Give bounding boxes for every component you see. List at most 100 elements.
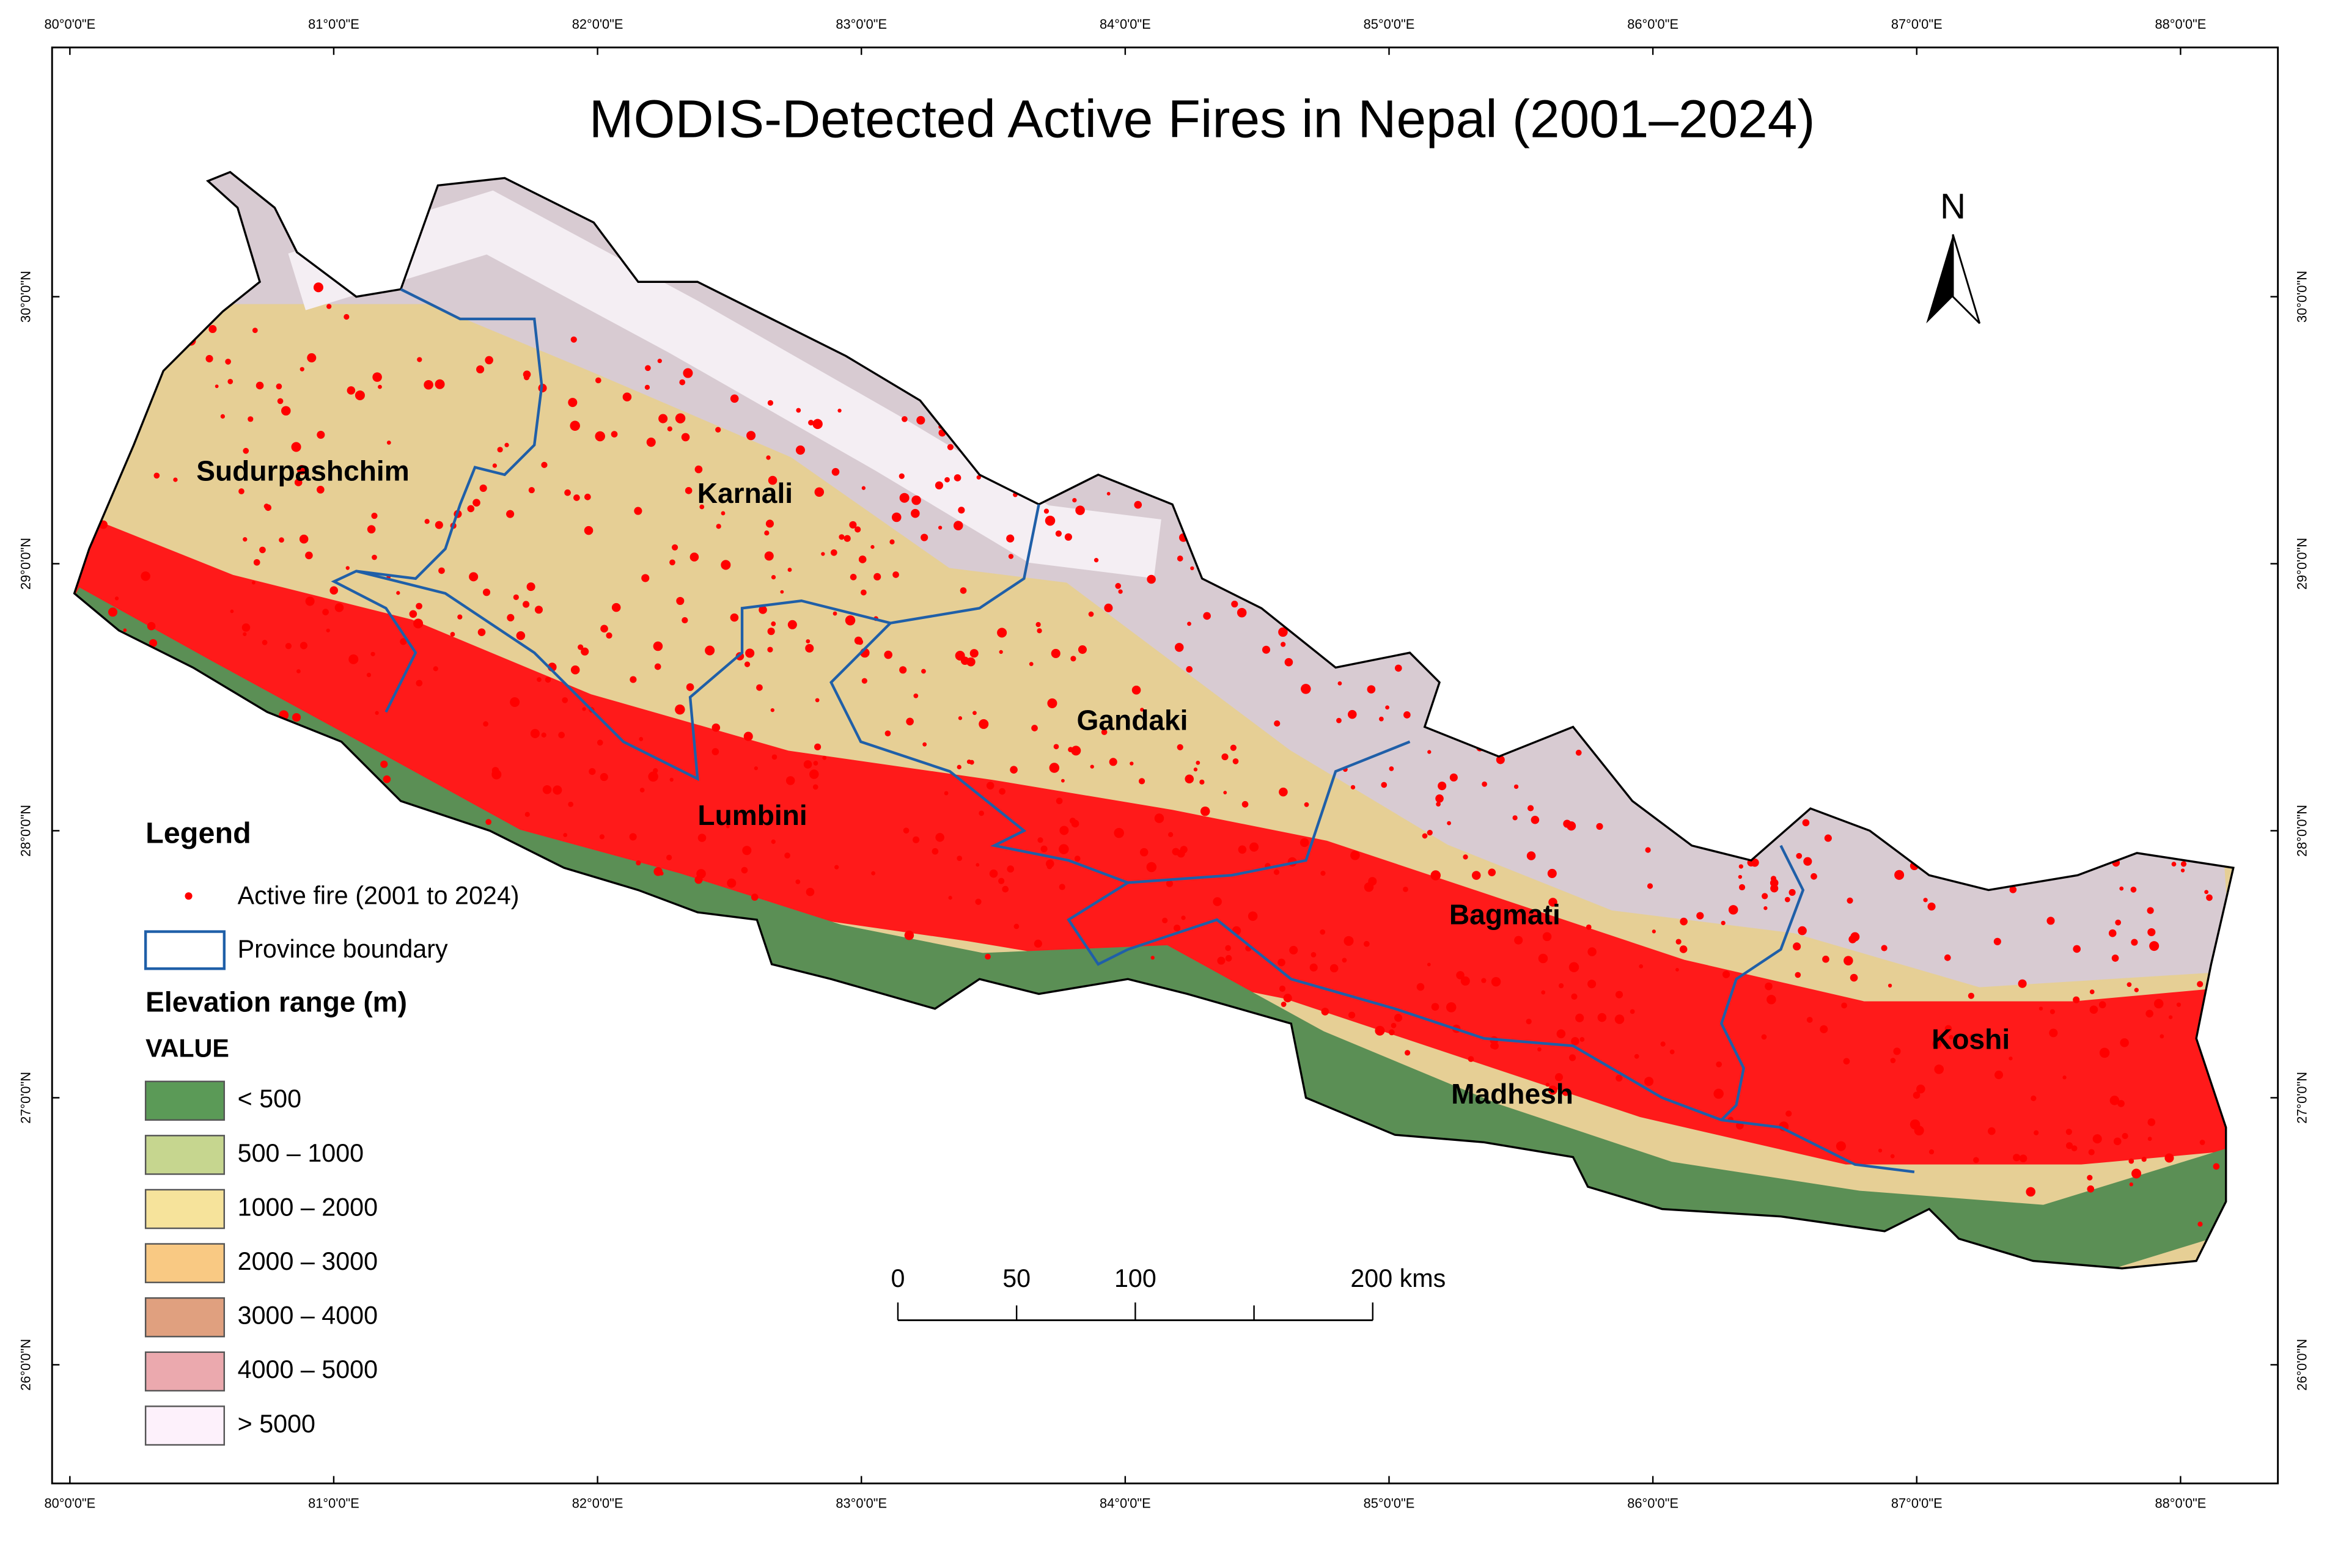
fire-dot <box>1301 684 1311 694</box>
legend-label: 500 – 1000 <box>238 1139 364 1167</box>
fire-dot <box>912 836 920 843</box>
fire-dot <box>2206 894 2213 901</box>
fire-dot <box>1281 642 1286 647</box>
fire-dot <box>292 713 301 722</box>
fire-dot <box>1802 819 1810 827</box>
fire-dot <box>516 631 526 640</box>
latitude-label: 27°0'0"N <box>2295 1072 2310 1124</box>
longitude-label: 82°0'0"E <box>572 1495 623 1511</box>
elevation-swatch <box>144 1135 226 1175</box>
fire-dot <box>2089 989 2095 994</box>
fire-dot <box>871 871 876 876</box>
fire-dot <box>1675 968 1679 972</box>
longitude-label: 84°0'0"E <box>1100 1495 1151 1511</box>
fire-dot <box>2180 861 2187 867</box>
fire-dot <box>378 384 382 389</box>
fire-dot <box>2009 886 2017 893</box>
fire-dot <box>953 521 963 530</box>
fire-dot <box>2031 1095 2037 1102</box>
fire-dot <box>675 704 685 715</box>
fire-dot <box>542 785 552 794</box>
fire-dot <box>1094 558 1099 563</box>
province-boundary <box>356 504 1040 782</box>
latitude-label: 26°0'0"N <box>18 1339 34 1391</box>
fire-dot <box>1639 964 1644 969</box>
fire-dot <box>1634 1053 1639 1059</box>
fire-dot <box>1364 882 1374 892</box>
fire-dot <box>1193 768 1198 772</box>
fire-symbol <box>185 892 193 900</box>
province-label: Sudurpashchim <box>196 455 409 487</box>
fire-dot <box>2147 907 2154 914</box>
fire-dot <box>1784 896 1790 903</box>
fire-dot <box>2164 1153 2174 1163</box>
fire-dot <box>2049 1009 2056 1014</box>
fire-dot <box>570 420 580 431</box>
fire-dot <box>1944 954 1951 961</box>
fire-dot <box>721 560 731 570</box>
fire-dot <box>523 601 530 608</box>
fire-dot <box>705 645 715 656</box>
fire-dot <box>472 499 480 507</box>
fire-dot <box>899 473 905 479</box>
fire-dot <box>1350 785 1356 789</box>
fire-dot <box>715 427 721 433</box>
fire-dot <box>1596 822 1603 830</box>
fire-dot <box>2019 1154 2027 1163</box>
province-boundary <box>1128 740 1411 884</box>
province-label: Madhesh <box>1451 1078 1573 1110</box>
fire-dot <box>375 711 379 715</box>
fire-dot <box>1770 884 1779 893</box>
fire-dot <box>1597 1013 1607 1022</box>
fire-dot <box>1262 645 1271 654</box>
fire-dot <box>297 465 307 475</box>
fire-dot <box>279 537 284 543</box>
scale-label: 50 <box>1002 1264 1031 1292</box>
fire-dot <box>845 615 856 626</box>
fire-dot <box>902 416 908 422</box>
longitude-label: 83°0'0"E <box>836 16 887 32</box>
fire-dot <box>742 846 752 855</box>
fire-dot <box>1309 963 1318 972</box>
fire-dot <box>979 719 989 729</box>
fire-dot <box>2213 1163 2220 1170</box>
fire-dot <box>1513 784 1519 789</box>
fire-dot <box>326 304 332 309</box>
fire-dot <box>251 581 255 585</box>
fire-dot <box>976 475 981 480</box>
fire-dot <box>1221 753 1229 761</box>
fire-dot <box>1788 888 1796 896</box>
fire-dot <box>534 606 543 614</box>
fire-dot <box>839 534 845 540</box>
fire-dot <box>1046 863 1053 870</box>
fire-dot <box>1114 827 1124 838</box>
fire-dot <box>2088 1149 2095 1156</box>
fire-dot <box>1994 1071 2004 1080</box>
fire-dot <box>348 654 359 664</box>
fire-dot <box>1002 885 1009 893</box>
fire-dot <box>1587 947 1597 956</box>
fire-dot <box>2131 939 2138 946</box>
fire-dot <box>491 767 499 774</box>
fire-dots <box>74 244 2233 1238</box>
fire-dot <box>1350 851 1360 860</box>
fire-dot <box>589 768 596 775</box>
fire-dot <box>227 379 233 384</box>
fire-dot <box>296 669 301 673</box>
fire-dot <box>1174 643 1184 652</box>
fire-dot <box>746 431 756 441</box>
fire-dot <box>2122 1132 2128 1140</box>
fire-dot <box>1722 970 1730 978</box>
fire-dot <box>1230 744 1237 751</box>
fire-dot <box>2176 1002 2182 1007</box>
fire-dot <box>344 313 350 320</box>
fire-dot <box>329 586 339 595</box>
fire-dot <box>2026 1187 2035 1197</box>
latitude-label: 29°0'0"N <box>18 538 34 590</box>
fire-dot <box>1181 915 1186 920</box>
fire-dot <box>510 697 520 708</box>
fire-dot <box>1304 802 1309 807</box>
fire-dot <box>889 539 895 544</box>
fire-dot <box>1162 917 1168 923</box>
fire-dot <box>1404 1050 1411 1056</box>
